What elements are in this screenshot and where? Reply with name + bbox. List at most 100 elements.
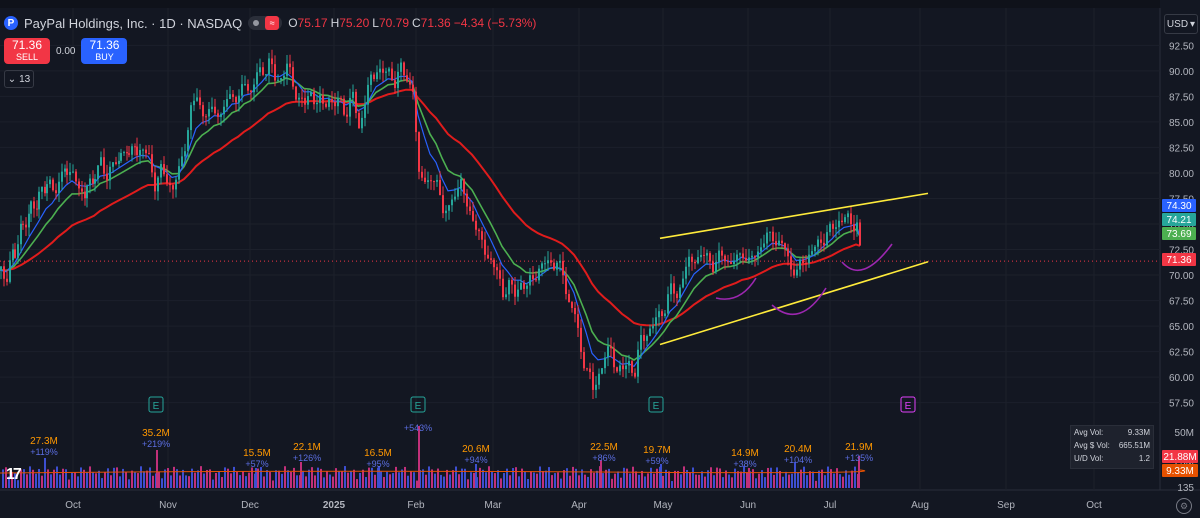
candle-body	[232, 94, 234, 98]
candle-body	[565, 275, 567, 295]
volume-bar	[200, 466, 202, 488]
candle-body	[75, 171, 77, 182]
volume-bar	[311, 467, 313, 488]
candle-body	[253, 84, 255, 93]
candle-body	[33, 201, 35, 209]
volume-bar	[737, 471, 739, 488]
symbol-title[interactable]: PayPal Holdings, Inc. · 1D · NASDAQ	[24, 15, 243, 31]
wave-icon: ≈	[265, 16, 280, 30]
candle-body	[289, 63, 291, 68]
volume-bar	[128, 479, 130, 488]
candle-body	[415, 91, 417, 133]
candle-body	[601, 368, 603, 374]
candle-body	[211, 106, 213, 110]
volume-bar	[233, 466, 235, 488]
candle-body	[86, 185, 88, 199]
volume-bar	[464, 468, 466, 488]
volume-bar	[260, 467, 262, 488]
volume-spike	[660, 464, 662, 488]
volume-bar	[245, 476, 247, 488]
candle-body	[388, 68, 390, 72]
candle-body	[238, 95, 240, 103]
earnings-marker	[900, 396, 916, 413]
currency-selector[interactable]: USD ▾	[1164, 14, 1198, 34]
candle-body	[262, 67, 264, 75]
candle-body	[475, 220, 477, 230]
volume-bar	[701, 471, 703, 488]
volume-bar	[548, 467, 550, 488]
candle-body	[484, 239, 486, 255]
candle-body	[17, 244, 19, 258]
volume-bar	[578, 475, 580, 488]
candle-body	[550, 260, 552, 263]
candle-body	[817, 239, 819, 247]
indicators-toggle[interactable]: ⌄ 13	[4, 70, 34, 88]
volume-bar	[434, 473, 436, 488]
candle-body	[523, 282, 525, 289]
volume-bar	[515, 467, 517, 488]
candle-body	[649, 328, 651, 337]
volume-spike	[600, 460, 602, 488]
candle-body	[844, 217, 846, 223]
volume-bar	[728, 474, 730, 488]
candle-body	[355, 91, 357, 114]
volume-spike	[748, 468, 750, 488]
candle-body	[394, 80, 396, 89]
volume-bar	[443, 476, 445, 488]
volume-bar	[782, 476, 784, 488]
candle-body	[508, 280, 510, 295]
candle-body	[66, 168, 68, 175]
candle-body	[826, 232, 828, 246]
candle-body	[131, 146, 133, 155]
candle-body	[805, 263, 807, 265]
volume-spike	[378, 466, 380, 488]
candle-body	[487, 254, 489, 259]
earnings-marker	[410, 396, 426, 413]
volume-bar	[815, 480, 817, 488]
candle-body	[781, 240, 783, 244]
volume-bar	[689, 472, 691, 488]
volume-bar	[338, 471, 340, 488]
volume-annotation-value: 35.2M	[142, 428, 170, 439]
volume-spike	[156, 450, 158, 488]
candle-body	[850, 213, 852, 225]
volume-bar	[83, 469, 85, 488]
volume-bar	[641, 470, 643, 488]
y-tick-label: 92.50	[1169, 41, 1194, 52]
gear-icon[interactable]: ⚙	[1176, 498, 1192, 514]
candle-body	[145, 149, 147, 154]
price-tag-label: 74.21	[1166, 215, 1191, 226]
sell-button[interactable]: 71.36 SELL	[4, 38, 50, 64]
candle-body	[754, 255, 756, 258]
volume-bar	[647, 473, 649, 488]
volume-price-tag	[1162, 464, 1198, 477]
volume-bar	[602, 473, 604, 488]
volume-bar	[539, 466, 541, 488]
volume-bar	[161, 478, 163, 488]
volume-bar	[512, 468, 514, 488]
volume-annotation-pct: +59%	[645, 456, 668, 466]
volume-bar	[251, 467, 253, 488]
volume-bar	[167, 468, 169, 488]
candle-body	[235, 97, 237, 103]
buy-button[interactable]: 71.36 BUY	[81, 38, 128, 64]
candle-body	[100, 157, 102, 166]
volume-bar	[833, 473, 835, 488]
candle-body	[268, 58, 270, 75]
volume-bar	[533, 472, 535, 488]
candle-body	[316, 102, 318, 105]
volume-bar	[53, 469, 55, 488]
candle-body	[55, 190, 57, 194]
volume-bar	[371, 467, 373, 488]
volume-bar	[752, 469, 754, 488]
market-status-icon[interactable]: ≈	[248, 16, 283, 30]
tradingview-logo-icon[interactable]: 17	[6, 466, 22, 483]
volume-bar	[32, 469, 34, 488]
candle-body	[796, 269, 798, 276]
volume-bar	[305, 476, 307, 488]
candle-body	[361, 117, 363, 129]
volume-bar	[287, 470, 289, 488]
candle-body	[61, 171, 63, 182]
candle-body	[304, 97, 306, 105]
